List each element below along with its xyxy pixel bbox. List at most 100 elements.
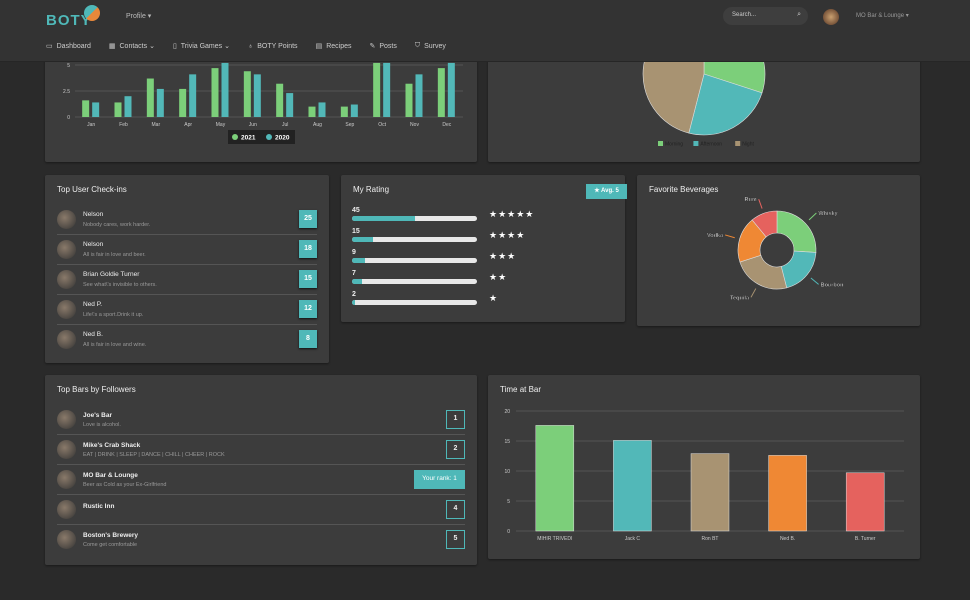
checkins-card: Top User Check-ins Nelson Nobody cares, w… [45, 175, 329, 363]
list-item[interactable]: Mike's Crab Shack EAT | DRINK | SLEEP | D… [57, 435, 465, 465]
bar-2021 [437, 68, 445, 117]
logo[interactable]: BOTY [46, 12, 92, 29]
legend-marker [266, 134, 272, 140]
legend-label: Afternoon [700, 142, 722, 148]
bar-name: MO Bar & Lounge [83, 472, 138, 479]
checkin-count-badge: 25 [299, 210, 317, 228]
rank-badge: 5 [446, 530, 465, 549]
y-tick-label: 5 [507, 499, 510, 505]
bar-2020 [253, 74, 261, 117]
bar-2020 [221, 62, 229, 117]
bar-2021 [146, 78, 154, 117]
bar-status: Beer as Cold as your Ex-Girlfriend [83, 482, 167, 488]
x-tick-label: Jul [282, 122, 288, 128]
list-item[interactable]: Rustic Inn 4 [57, 495, 465, 525]
bar-2020 [318, 102, 326, 117]
search-input[interactable]: Search... ⌕ [723, 7, 808, 25]
list-item[interactable]: Ned B. All is fair in love and wine. 8 [57, 325, 317, 355]
profile-menu[interactable]: Profile ▾ [126, 13, 152, 20]
rating-progress-fill [352, 258, 365, 263]
user-name: Ned P. [83, 301, 103, 308]
bar-2020 [415, 74, 423, 117]
nav-item[interactable]: ▯ Trivia Games ⌄ [172, 43, 230, 50]
x-tick-label: Jan [87, 122, 95, 128]
bar [690, 453, 730, 532]
label-leader [810, 277, 819, 285]
avatar [57, 500, 76, 519]
rating-progress-bar [352, 300, 477, 305]
user-name: Nelson [83, 241, 104, 248]
list-item[interactable]: Nelson All is fair in love and beer. 18 [57, 235, 317, 265]
star-icons: ★ [489, 293, 499, 303]
label-leader [808, 212, 817, 221]
x-tick-label: Ned B. [780, 536, 795, 542]
search-icon[interactable]: ⌕ [797, 11, 801, 18]
bar [535, 425, 575, 532]
rating-count: 9 [352, 249, 356, 256]
bar-2020 [383, 62, 391, 117]
star-icons: ★★★★ [489, 230, 526, 240]
bar-2021 [308, 106, 316, 117]
bar-status: Love is alcohol. [83, 422, 121, 428]
nav-item[interactable]: ⛉ Survey [414, 42, 446, 50]
bar-2020 [447, 62, 455, 117]
user-status: Life\'s a sport.Drink it up. [83, 312, 144, 318]
monitor-icon: ▭ [46, 43, 53, 50]
rating-progress-fill [352, 216, 415, 221]
beverages-donut-chart: Whisky Bourbon Tequila Vodka Rum [707, 197, 845, 301]
bar-2020 [156, 88, 164, 117]
avatar[interactable] [823, 9, 839, 25]
slice-label: Whisky [818, 211, 838, 217]
list-item[interactable]: Boston's Brewery Come get comfortable 5 [57, 525, 465, 555]
user-menu[interactable]: MO Bar & Lounge ▾ [856, 13, 909, 19]
rating-progress-fill [352, 237, 373, 242]
time-at-bar-chart: 0 5 10 15 20 MIHIR TRIVEDI Jack C Ron BT Ned B. B… [504, 409, 904, 542]
monthly-bar-chart: 0 2.5 5 Jan Feb Mar Apr May Jun Jul Aug Sep Oct Nov De… [63, 62, 463, 144]
list-item[interactable]: Joe's Bar Love is alcohol. 1 [57, 405, 465, 435]
bar-2020 [286, 93, 294, 117]
checkin-count-badge: 8 [299, 330, 317, 348]
rating-progress-fill [352, 279, 362, 284]
bar-name: Mike's Crab Shack [83, 442, 141, 449]
nav-item[interactable]: ▤ Recipes [315, 42, 352, 51]
your-rank-badge: Your rank: 1 [414, 470, 465, 489]
columns-icon: ▯ [172, 43, 177, 50]
legend-label: 2021 [241, 135, 256, 142]
list-item[interactable]: MO Bar & Lounge Beer as Cold as your Ex-G… [57, 465, 465, 495]
x-tick-label: Oct [378, 122, 386, 128]
nav-item[interactable]: ▦ Contacts ⌄ [108, 43, 155, 50]
avatar [57, 330, 76, 349]
label-leader [750, 288, 757, 298]
avatar [57, 240, 76, 259]
bar [845, 472, 885, 532]
avatar [57, 300, 76, 319]
legend-label: Morning [665, 142, 683, 148]
time-at-bar-card: Time at Bar 0 5 10 15 20 MIHIR TRIVEDI Jack C R… [488, 375, 920, 559]
list-item[interactable]: Brian Goldie Turner See what\'s invisible… [57, 265, 317, 295]
list-item[interactable]: Nelson Nobody cares, work harder. 25 [57, 205, 317, 235]
nav-item[interactable]: ♁ BOTY Points [247, 42, 298, 50]
rating-count: 15 [352, 228, 360, 235]
nav-item[interactable]: ✎ Posts [369, 42, 397, 51]
rating-count: 7 [352, 270, 356, 277]
bar-2021 [114, 102, 122, 117]
slice-label: Bourbon [821, 282, 845, 288]
x-tick-label: Feb [119, 122, 128, 128]
card-title: Favorite Beverages [649, 185, 719, 194]
y-tick-label: 10 [504, 469, 510, 475]
x-tick-label: B. Turner [855, 536, 876, 542]
user-status: Nobody cares, work harder. [83, 222, 151, 228]
rank-badge: 4 [446, 500, 465, 519]
bar-2021 [179, 88, 187, 117]
bar-2020 [124, 96, 132, 117]
card-title: My Rating [353, 185, 390, 194]
nav-item[interactable]: ▭ Dashboard [46, 42, 91, 51]
shield-icon: ⛉ [414, 42, 421, 49]
x-tick-label: Mar [152, 122, 161, 128]
edit-icon: ✎ [369, 43, 376, 50]
user-status: See what\'s invisible to others. [83, 282, 157, 288]
slice-bourbon [780, 250, 817, 289]
rating-progress-bar [352, 279, 477, 284]
bar [768, 455, 807, 532]
list-item[interactable]: Ned P. Life\'s a sport.Drink it up. 12 [57, 295, 317, 325]
